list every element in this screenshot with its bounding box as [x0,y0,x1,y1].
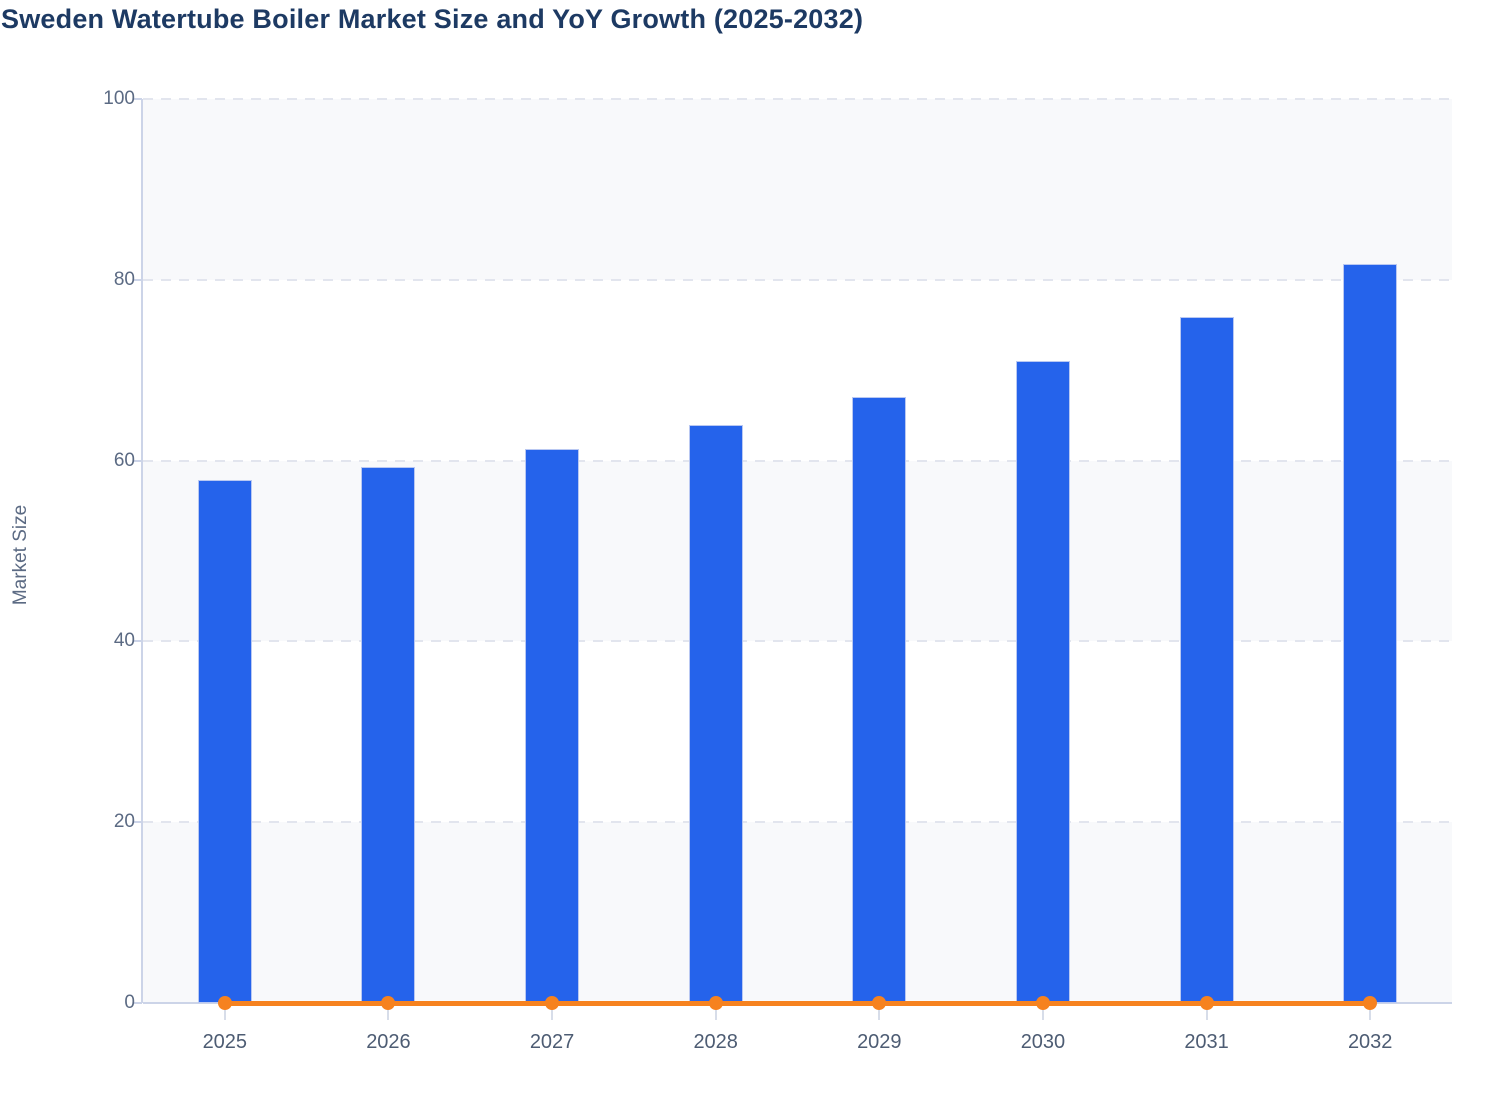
x-tick-2027 [551,1007,554,1020]
bar-2030[interactable] [1015,361,1070,1003]
bar-2027[interactable] [525,448,580,1003]
yoy-marker-2031[interactable] [1199,996,1214,1010]
x-tick-label-2029: 2029 [857,1031,902,1053]
y-tick-label-40: 40 [113,630,135,652]
bar-2032[interactable] [1343,263,1398,1003]
y-axis-line [141,99,143,1003]
y-tick-100 [133,98,142,100]
x-tick-2025 [223,1007,226,1020]
x-tick-2028 [714,1007,717,1020]
x-tick-label-2025: 2025 [202,1031,248,1053]
chart-title: Sweden Watertube Boiler Market Size and … [1,4,864,34]
x-tick-label-2032: 2032 [1347,1031,1393,1053]
y-tick-60 [133,459,142,462]
x-tick-2029 [878,1007,881,1020]
y-tick-0 [133,1002,142,1004]
yoy-marker-2029[interactable] [872,996,887,1010]
x-tick-label-2028: 2028 [693,1031,738,1053]
yoy-marker-2027[interactable] [545,996,560,1010]
yoy-marker-2028[interactable] [708,996,723,1010]
plot-band [143,279,1452,461]
x-tick-2031 [1205,1007,1208,1020]
x-tick-label-2031: 2031 [1184,1031,1229,1053]
y-tick-40 [133,640,142,643]
x-tick-2026 [387,1007,390,1020]
plot-band [143,460,1452,642]
bar-2031[interactable] [1179,316,1234,1003]
bar-2026[interactable] [361,466,416,1003]
y-tick-label-20: 20 [113,811,135,833]
gridline-80 [143,278,1452,281]
x-tick-2032 [1369,1007,1372,1020]
yoy-growth-line[interactable] [224,1000,1371,1006]
x-tick-label-2030: 2030 [1020,1031,1066,1053]
plot-band [143,822,1452,1003]
yoy-marker-2032[interactable] [1363,996,1378,1010]
gridline-60 [143,459,1452,462]
plot-area [143,98,1452,1010]
y-tick-80 [133,278,142,281]
y-tick-label-0: 0 [124,992,135,1013]
y-tick-20 [133,821,142,824]
yoy-marker-2026[interactable] [381,996,396,1010]
yoy-marker-2025[interactable] [217,996,232,1010]
yoy-marker-2030[interactable] [1035,996,1050,1010]
plot-band [143,641,1452,823]
y-axis-title: Market Size [10,504,31,606]
gridline-40 [143,640,1452,643]
plot-band [143,99,1452,280]
x-tick-2030 [1041,1007,1044,1020]
bar-2029[interactable] [852,397,907,1003]
bar-2028[interactable] [688,425,743,1003]
y-tick-label-60: 60 [113,449,135,471]
y-tick-label-80: 80 [113,268,135,290]
bar-2025[interactable] [197,479,252,1003]
x-tick-label-2027: 2027 [529,1031,575,1053]
x-tick-label-2026: 2026 [366,1031,411,1053]
gridline-20 [143,821,1452,824]
gridline-100 [143,98,1452,101]
y-tick-label-100: 100 [103,88,135,109]
